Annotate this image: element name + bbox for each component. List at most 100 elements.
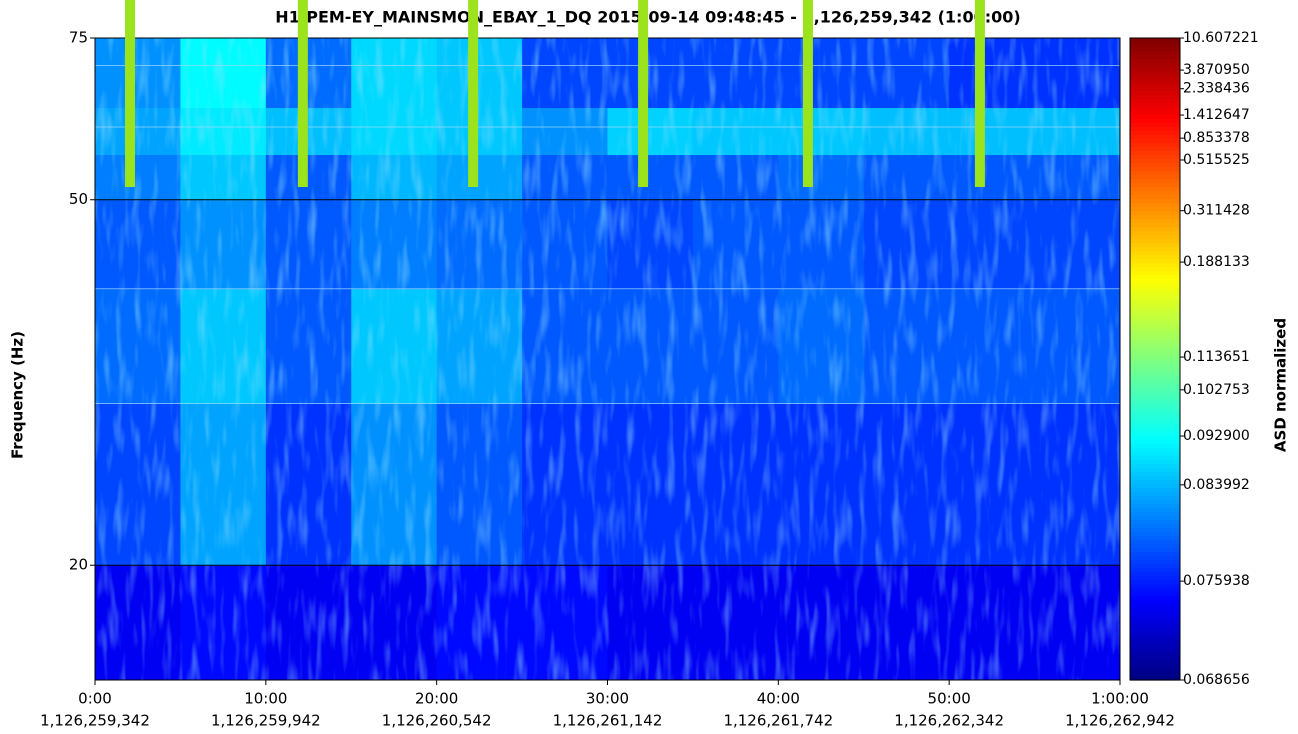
colorbar-step bbox=[1130, 211, 1180, 216]
colorbar-step bbox=[1130, 106, 1180, 111]
colorbar-step bbox=[1130, 239, 1180, 244]
colorbar-step bbox=[1130, 54, 1180, 59]
colorbar-step bbox=[1130, 178, 1180, 183]
colorbar-step bbox=[1130, 323, 1180, 328]
colorbar-step bbox=[1130, 636, 1180, 641]
y-tick-label: 50 bbox=[69, 190, 88, 208]
highlight-bar bbox=[975, 0, 985, 187]
colorbar-step bbox=[1130, 255, 1180, 260]
colorbar-step bbox=[1130, 415, 1180, 420]
colorbar-step bbox=[1130, 142, 1180, 147]
colorbar-step bbox=[1130, 455, 1180, 460]
colorbar-step bbox=[1130, 564, 1180, 569]
colorbar-step bbox=[1130, 483, 1180, 488]
colorbar-step bbox=[1130, 580, 1180, 585]
colorbar-step bbox=[1130, 387, 1180, 392]
colorbar-step bbox=[1130, 379, 1180, 384]
colorbar-step bbox=[1130, 403, 1180, 408]
colorbar-step bbox=[1130, 319, 1180, 324]
colorbar-step bbox=[1130, 203, 1180, 208]
colorbar-step bbox=[1130, 439, 1180, 444]
colorbar-step bbox=[1130, 138, 1180, 143]
colorbar-step bbox=[1130, 463, 1180, 468]
colorbar-step bbox=[1130, 640, 1180, 645]
colorbar-step bbox=[1130, 307, 1180, 312]
colorbar-step bbox=[1130, 50, 1180, 55]
colorbar-step bbox=[1130, 186, 1180, 191]
colorbar-step bbox=[1130, 479, 1180, 484]
colorbar-step bbox=[1130, 283, 1180, 288]
colorbar-step bbox=[1130, 134, 1180, 139]
colorbar-step bbox=[1130, 38, 1180, 43]
colorbar-step bbox=[1130, 672, 1180, 677]
y-tick-label: 20 bbox=[69, 556, 88, 574]
colorbar-step bbox=[1130, 162, 1180, 167]
colorbar-step bbox=[1130, 499, 1180, 504]
x-tick-label: 20:00 bbox=[415, 690, 458, 708]
colorbar-step bbox=[1130, 42, 1180, 47]
colorbar-step bbox=[1130, 548, 1180, 553]
colorbar-step bbox=[1130, 511, 1180, 516]
colorbar-step bbox=[1130, 194, 1180, 199]
colorbar-step bbox=[1130, 612, 1180, 617]
colorbar-step bbox=[1130, 552, 1180, 557]
colorbar-step bbox=[1130, 568, 1180, 573]
colorbar-step bbox=[1130, 190, 1180, 195]
colorbar-step bbox=[1130, 251, 1180, 256]
colorbar-step bbox=[1130, 287, 1180, 292]
colorbar-step bbox=[1130, 146, 1180, 151]
colorbar-step bbox=[1130, 632, 1180, 637]
colorbar-step bbox=[1130, 259, 1180, 264]
colorbar-step bbox=[1130, 656, 1180, 661]
colorbar-step bbox=[1130, 223, 1180, 228]
colorbar-step bbox=[1130, 62, 1180, 67]
colorbar-step bbox=[1130, 540, 1180, 545]
colorbar-step bbox=[1130, 122, 1180, 127]
colorbar-step bbox=[1130, 395, 1180, 400]
colorbar-step bbox=[1130, 399, 1180, 404]
x-tick-label: 1:00:00 bbox=[1091, 690, 1149, 708]
colorbar-step bbox=[1130, 648, 1180, 653]
colorbar-step bbox=[1130, 102, 1180, 107]
colorbar-step bbox=[1130, 158, 1180, 163]
colorbar-step bbox=[1130, 616, 1180, 621]
colorbar bbox=[1130, 38, 1180, 681]
colorbar-step bbox=[1130, 247, 1180, 252]
colorbar-step bbox=[1130, 608, 1180, 613]
colorbar-step bbox=[1130, 339, 1180, 344]
colorbar-step bbox=[1130, 130, 1180, 135]
colorbar-step bbox=[1130, 74, 1180, 79]
colorbar-step bbox=[1130, 628, 1180, 633]
colorbar-step bbox=[1130, 475, 1180, 480]
colorbar-step bbox=[1130, 507, 1180, 512]
colorbar-step bbox=[1130, 355, 1180, 360]
colorbar-step bbox=[1130, 363, 1180, 368]
colorbar-step bbox=[1130, 443, 1180, 448]
colorbar-step bbox=[1130, 503, 1180, 508]
colorbar-step bbox=[1130, 335, 1180, 340]
colorbar-step bbox=[1130, 267, 1180, 272]
colorbar-step bbox=[1130, 315, 1180, 320]
colorbar-step bbox=[1130, 427, 1180, 432]
colorbar-step bbox=[1130, 391, 1180, 396]
colorbar-step bbox=[1130, 174, 1180, 179]
colorbar-step bbox=[1130, 660, 1180, 665]
colorbar-step bbox=[1130, 70, 1180, 75]
colorbar-tick-label: 2.338436 bbox=[1183, 81, 1250, 97]
colorbar-step bbox=[1130, 544, 1180, 549]
chart: H1:PEM-EY_MAINSMON_EBAY_1_DQ 2015-09-14 … bbox=[0, 0, 1298, 734]
x-tick-gps: 1,126,262,942 bbox=[1065, 712, 1175, 730]
colorbar-step bbox=[1130, 588, 1180, 593]
colorbar-step bbox=[1130, 447, 1180, 452]
y-axis-label: Frequency (Hz) bbox=[9, 331, 27, 459]
highlight-bar bbox=[125, 0, 135, 187]
colorbar-step bbox=[1130, 207, 1180, 212]
colorbar-label: ASD normalized bbox=[1272, 318, 1290, 452]
colorbar-step bbox=[1130, 227, 1180, 232]
colorbar-step bbox=[1130, 66, 1180, 71]
colorbar-step bbox=[1130, 78, 1180, 83]
colorbar-step bbox=[1130, 584, 1180, 589]
colorbar-step bbox=[1130, 331, 1180, 336]
x-tick-gps: 1,126,262,342 bbox=[894, 712, 1004, 730]
x-tick-label: 40:00 bbox=[757, 690, 800, 708]
